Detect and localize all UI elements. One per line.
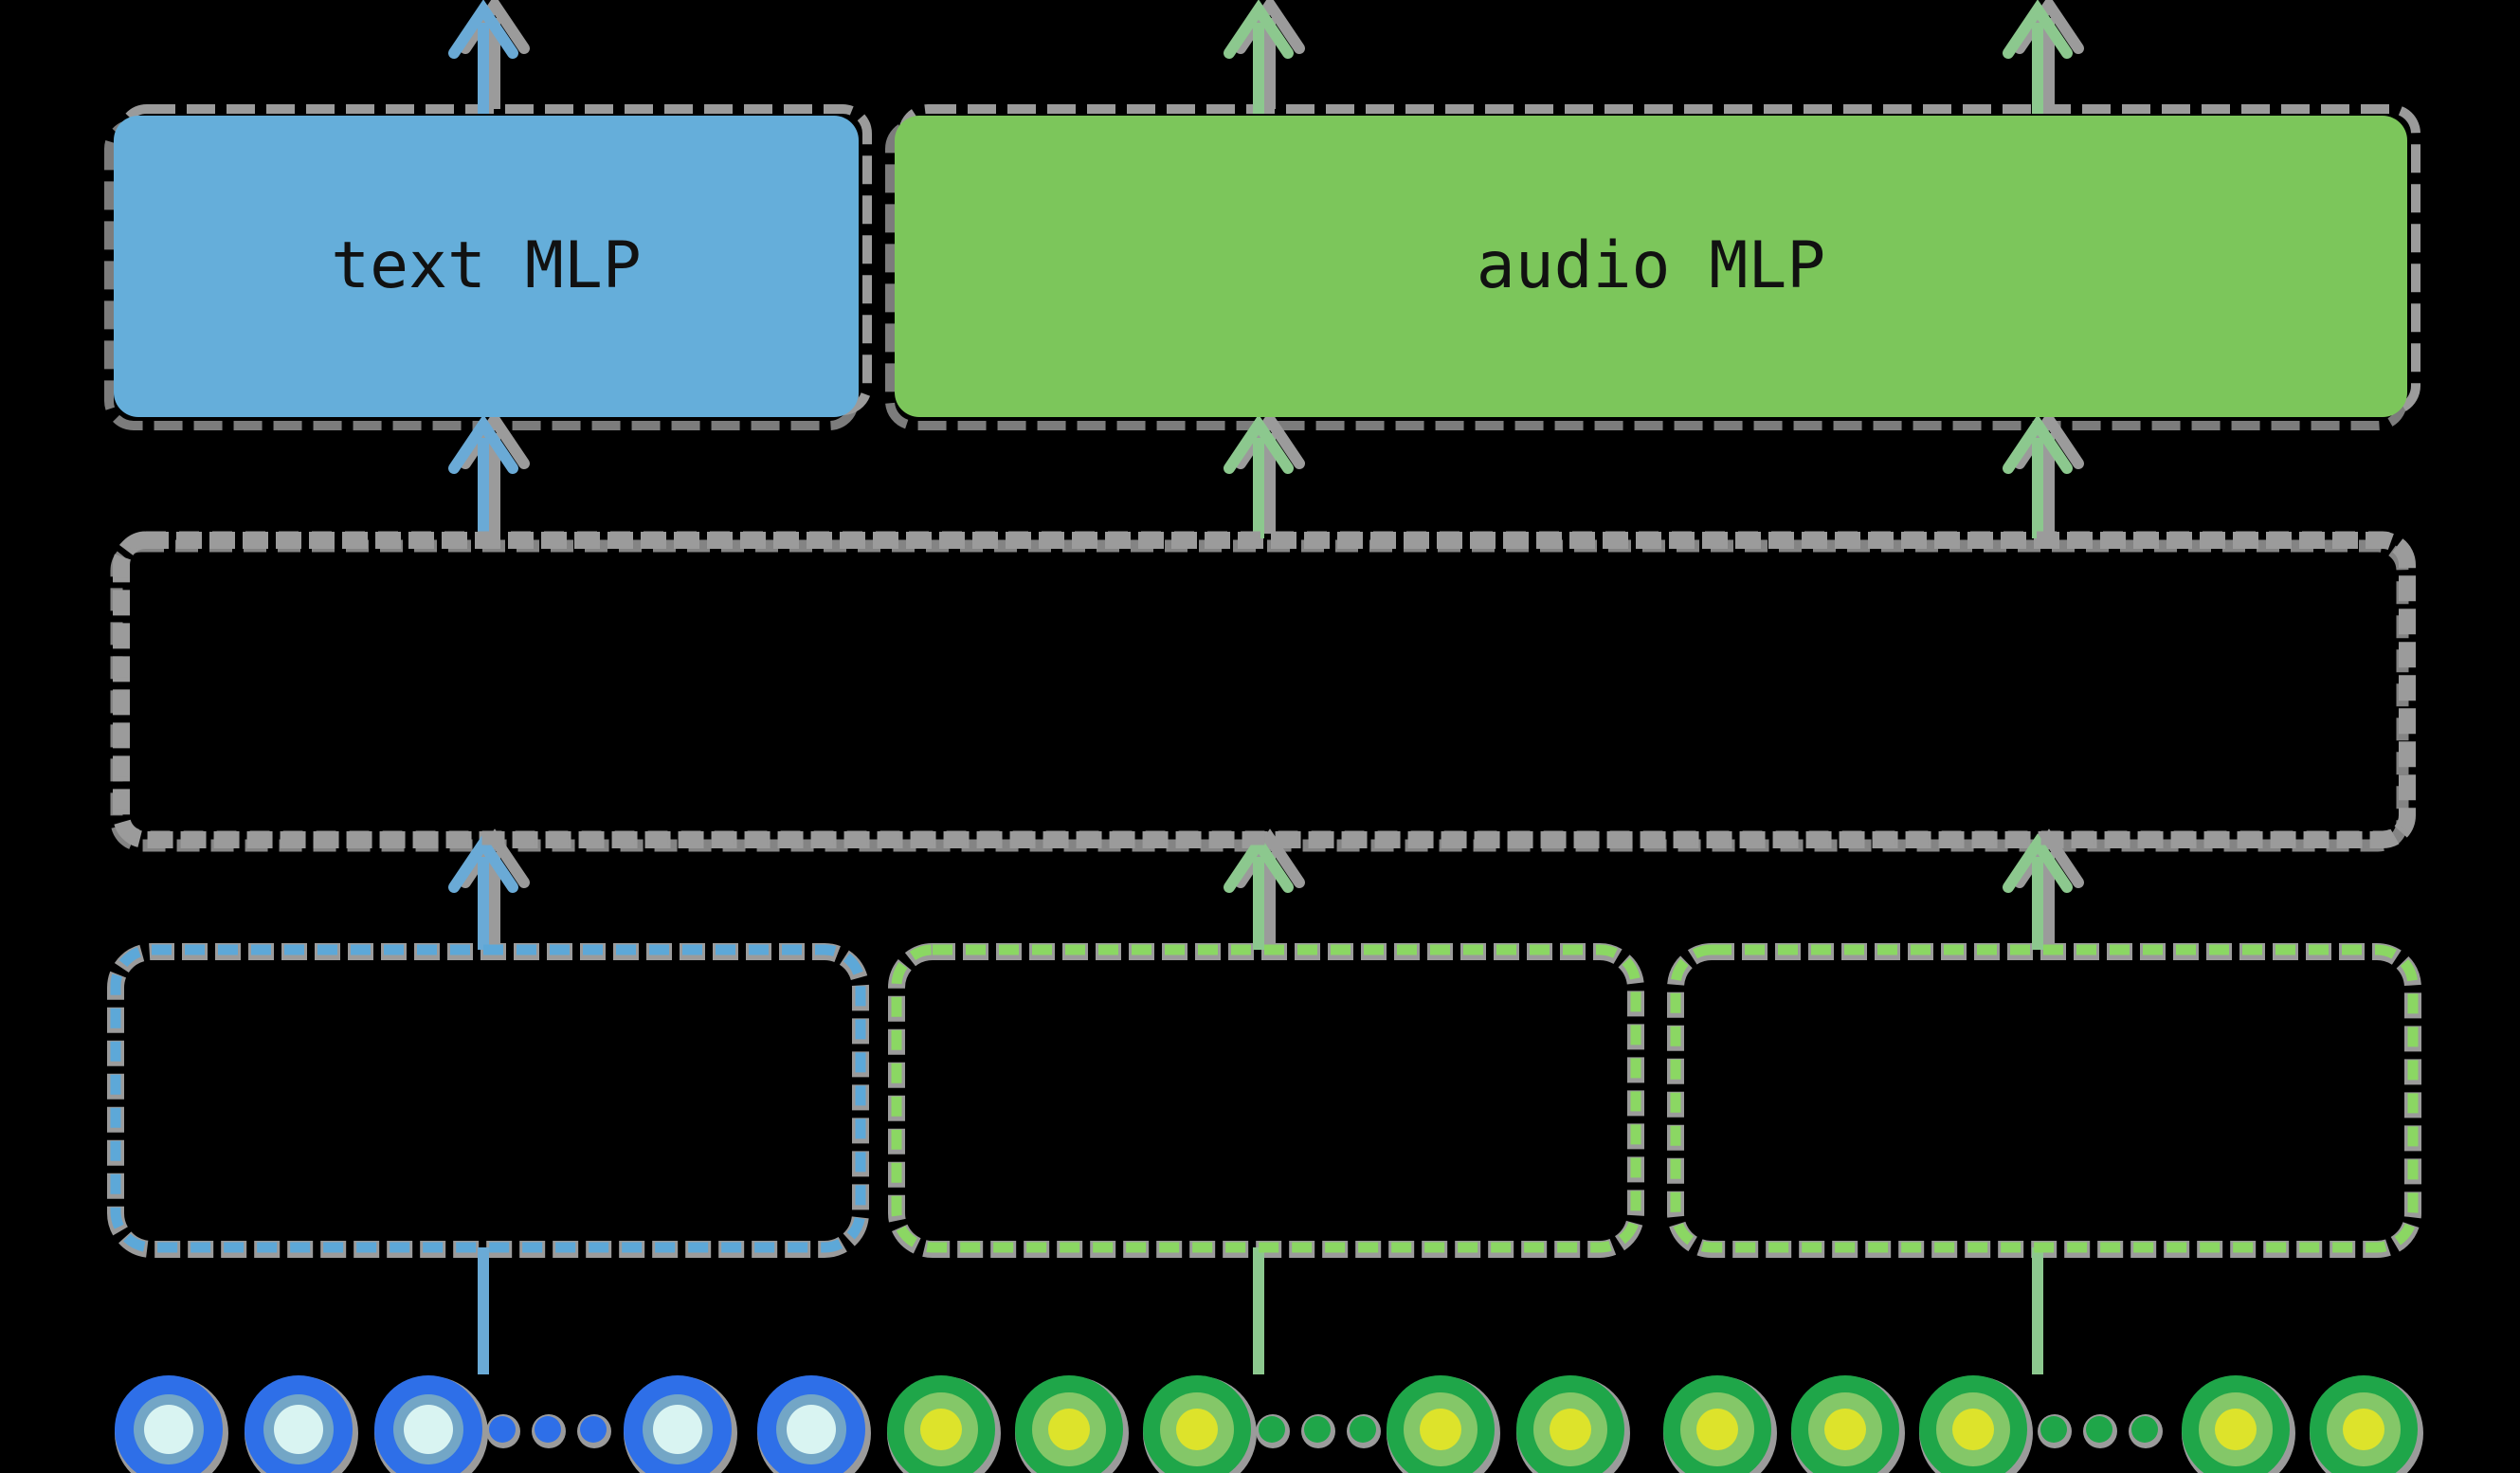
arrow-head-echo [1235,409,1305,469]
up-arrow-head [2003,0,2073,59]
audio-stream-1-arrows [1224,0,1305,1374]
token-inner-core [274,1405,323,1454]
up-arrow-head [1224,0,1294,59]
ellipsis-dot [489,1416,516,1443]
ellipsis-dot [1304,1416,1331,1443]
audio-mlp-box [895,116,2407,417]
token-inner-core [404,1405,453,1454]
audio-mlp-label: audio MLP [1477,228,1825,303]
arrow-head-echo [1235,0,1305,54]
audio-tokens-1 [887,1375,1630,1473]
arrow-head-echo [2014,409,2084,469]
ellipsis-dot [1259,1416,1285,1443]
backbone-dashed-box [114,531,2415,846]
token-layer [115,1375,2423,1473]
audio-tokens-2 [1663,1375,2423,1473]
token-inner-core [1824,1409,1866,1450]
token-inner-core [1048,1409,1090,1450]
text-latent-dashed-box [110,944,866,1253]
up-arrow-head [2003,833,2073,893]
token-inner-core [787,1405,836,1454]
arrow-head-echo [460,0,530,54]
token-inner-core [1176,1409,1218,1450]
up-arrow-head [448,0,518,59]
up-arrow-head [2003,414,2073,474]
token-inner-core [2215,1409,2257,1450]
arrow-head-echo [460,409,530,469]
ellipsis-dot [535,1416,561,1443]
token-inner-core [653,1405,702,1454]
text-mlp-box [114,116,859,417]
token-inner-core [1952,1409,1994,1450]
token-inner-core [2343,1409,2384,1450]
arrow-head-echo [2014,0,2084,54]
ellipsis-dot [1350,1416,1376,1443]
ellipsis-dot [2040,1416,2067,1443]
ellipsis-dot [2131,1416,2158,1443]
up-arrow-head [448,414,518,474]
audio-stream-2-arrows [2003,0,2084,1374]
token-inner-core [144,1405,193,1454]
token-inner-core [1420,1409,1461,1450]
arrow-layer [448,0,2084,1374]
up-arrow-head [1224,414,1294,474]
text-tokens [115,1375,871,1473]
ellipsis-dot [580,1416,607,1443]
token-inner-core [1696,1409,1738,1450]
ellipsis-dot [2086,1416,2112,1443]
token-inner-core [920,1409,962,1450]
token-inner-core [1550,1409,1591,1450]
text-stream-arrows [448,0,530,1374]
text-mlp-label: text MLP [331,228,642,303]
audio-latent-dashed-box-1 [891,944,1641,1253]
audio-latent-dashed-box-2 [1670,944,2419,1253]
arrow-head-echo [1235,828,1305,888]
